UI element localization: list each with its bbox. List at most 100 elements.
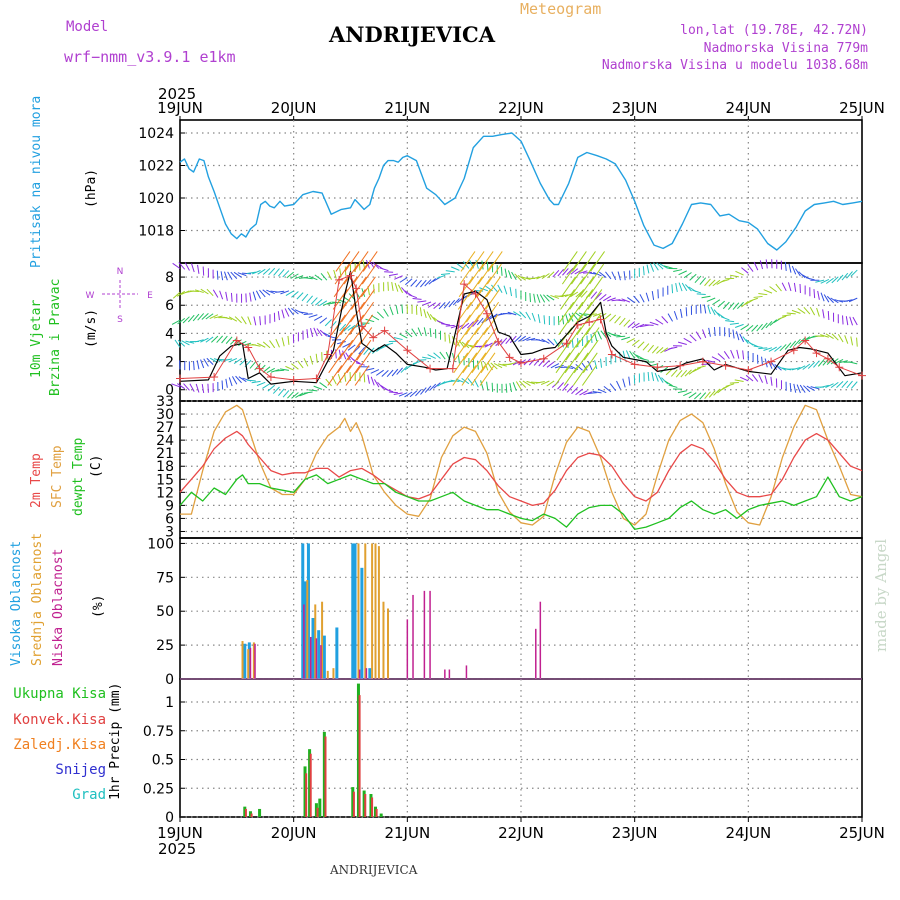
wind-arrow	[415, 388, 422, 397]
wind-arrow	[825, 277, 834, 284]
wind-arrow-strong	[464, 327, 480, 348]
wind-arrow-strong	[338, 339, 354, 361]
wind-arrow	[388, 273, 398, 277]
wind-arrow	[694, 392, 702, 400]
wind-arrow	[319, 317, 328, 324]
temp2m-axis-label: 2m Temp	[29, 453, 44, 508]
wind-arrow	[734, 379, 744, 382]
wind-gust-marker	[767, 357, 776, 366]
wind-arrow	[547, 338, 555, 346]
wind-arrow	[617, 271, 621, 281]
wind-arrow	[172, 262, 181, 269]
wind-arrow-strong	[575, 327, 591, 348]
wind-gust-marker	[812, 349, 821, 358]
wind-gust-marker	[448, 364, 457, 373]
wind-arrow	[753, 295, 763, 298]
wind-arrow	[717, 300, 725, 308]
wind-arrow	[490, 284, 498, 292]
wind-arrow	[795, 268, 801, 277]
wind-arrow	[268, 267, 276, 276]
wind-arrow	[696, 365, 706, 369]
wind-arrow	[590, 291, 598, 299]
wind-arrow	[408, 294, 417, 299]
wind-arrow-strong	[328, 352, 344, 374]
wind-arrow	[376, 345, 384, 352]
wind-arrow	[742, 336, 749, 344]
wind-arrow	[472, 319, 479, 328]
wind-arrow	[587, 361, 593, 371]
wind-arrow	[189, 383, 195, 392]
wind-arrow	[683, 391, 692, 397]
xtick-label-top: 19JUN	[157, 99, 203, 117]
wind-arrow-strong	[566, 327, 582, 348]
wind-arrow	[233, 271, 242, 278]
wind-gust-marker	[266, 373, 275, 382]
wind-arrow	[777, 315, 787, 320]
wind-arrow	[303, 313, 313, 315]
wind-arrow	[201, 383, 205, 393]
precip-bar	[364, 794, 367, 817]
ytick-label-precip: 1	[165, 695, 174, 711]
wind-arrow	[428, 278, 437, 285]
wind-arrow	[209, 314, 219, 319]
wind-arrow	[205, 336, 214, 343]
wind-arrow	[410, 279, 418, 287]
wind-arrow	[751, 324, 759, 332]
wind-arrow	[332, 301, 342, 304]
temp-unit-label: (C)	[89, 454, 104, 478]
wind-arrow	[427, 302, 437, 308]
wind-arrow	[550, 294, 560, 299]
cloud-bar	[535, 628, 537, 679]
wind-arrow	[537, 314, 541, 324]
wind-arrow	[533, 293, 536, 303]
wind-gust-marker	[255, 364, 264, 373]
wind-arrow	[678, 270, 687, 276]
wind-gust-marker	[801, 336, 810, 345]
cloud-low-axis-label: Niska Oblacnost	[51, 548, 66, 666]
wind-arrow	[769, 319, 778, 326]
wind-arrow-strong	[349, 314, 365, 336]
wind-arrow	[837, 334, 844, 343]
wind-arrow-strong	[327, 365, 343, 386]
wind-arrow	[639, 294, 645, 303]
wind-arrow-strong	[453, 352, 469, 374]
wind-arrow-strong	[555, 352, 571, 374]
precip-bar	[351, 787, 355, 817]
wind-arrow	[594, 360, 598, 370]
wind-arrow-strong	[463, 339, 479, 361]
wind-arrow-strong	[360, 289, 375, 310]
wind-arrow	[237, 272, 247, 277]
wind-arrow	[439, 351, 446, 360]
wind-arrow	[603, 330, 612, 338]
wind-gust-marker	[562, 339, 571, 348]
wind-arrow	[852, 316, 858, 326]
wind-arrow	[609, 314, 617, 322]
wind-arrow	[297, 360, 304, 369]
meteogram-title: Meteogram	[520, 0, 602, 18]
precip-bar	[362, 790, 366, 817]
wind-arrow-strong	[340, 301, 356, 323]
precip-bar	[244, 808, 247, 817]
wind-arrow	[285, 365, 294, 371]
wind-arrow	[720, 278, 730, 283]
wind-arrow-strong	[350, 289, 366, 310]
wind-arrow-strong	[485, 289, 500, 310]
wind-arrow-strong	[350, 301, 365, 323]
wind-arrow-strong	[480, 352, 496, 374]
wind-arrow	[230, 337, 238, 345]
wind-arrow	[844, 335, 849, 344]
wind-arrow	[704, 278, 711, 287]
wind-arrow	[745, 374, 754, 382]
wind-arrow-strong	[476, 289, 491, 310]
wind-arrow	[850, 381, 858, 389]
wind-arrow	[550, 363, 560, 369]
wind-arrow	[228, 316, 238, 322]
wind-arrow	[850, 336, 854, 346]
xtick-label-bottom: 25JUN	[839, 824, 885, 842]
xtick-label-bottom: 19JUN	[157, 824, 203, 842]
wind-arrow-strong	[481, 339, 497, 361]
wind-arrow	[295, 392, 304, 399]
wind-arrow-strong	[454, 339, 470, 361]
wind-arrow	[635, 323, 645, 329]
wind-arrow	[412, 360, 422, 365]
